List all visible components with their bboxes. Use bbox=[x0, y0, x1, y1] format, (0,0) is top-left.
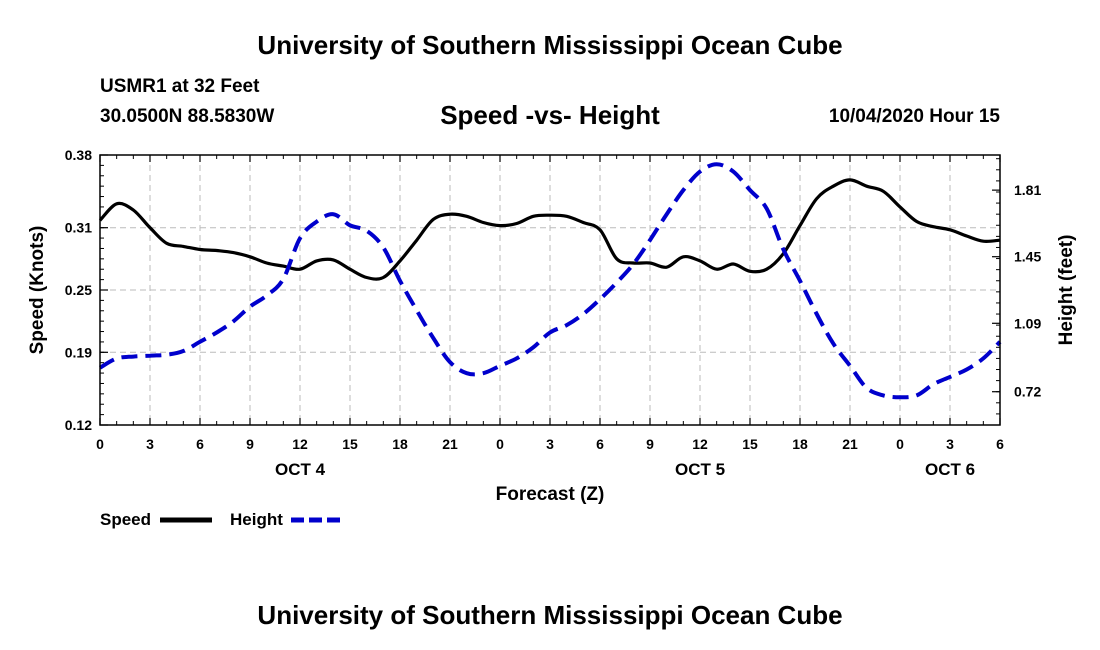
grid-lines bbox=[100, 155, 1000, 425]
x-tick-label: 21 bbox=[442, 436, 458, 452]
x-tick-label: 12 bbox=[292, 436, 308, 452]
x-tick-label: 18 bbox=[792, 436, 808, 452]
x-tick-label: 6 bbox=[596, 436, 604, 452]
x-tick-label: 0 bbox=[496, 436, 504, 452]
legend-label-height: Height bbox=[230, 510, 283, 529]
y-tick-label: 0.38 bbox=[65, 147, 92, 163]
chart-footer-title: University of Southern Mississippi Ocean… bbox=[257, 600, 843, 630]
x-tick-label: 6 bbox=[996, 436, 1004, 452]
y2-tick-label: 1.81 bbox=[1014, 182, 1041, 198]
series-lines bbox=[98, 162, 1002, 400]
station-label: USMR1 at 32 Feet bbox=[100, 76, 260, 97]
x-tick-label: 15 bbox=[742, 436, 758, 452]
legend-label-speed: Speed bbox=[100, 510, 151, 529]
x-tick-label: 6 bbox=[196, 436, 204, 452]
legend: Speed Height bbox=[100, 510, 343, 529]
series-line-height bbox=[98, 162, 1002, 400]
axis-labels: 0 3 6 9 12 15 18 21 0 3 6 9 12 15 18 21 0 3 6 0.12 0.19 0.25 0… bbox=[27, 147, 1077, 505]
y2-tick-label: 1.45 bbox=[1014, 249, 1041, 265]
x-tick-label: 0 bbox=[96, 436, 104, 452]
y-tick-label: 0.12 bbox=[65, 417, 92, 433]
x-tick-label: 3 bbox=[146, 436, 154, 452]
x-tick-label: 3 bbox=[946, 436, 954, 452]
x-tick-label: 21 bbox=[842, 436, 858, 452]
y2-tick-label: 0.72 bbox=[1014, 384, 1041, 400]
x-tick-label: 3 bbox=[546, 436, 554, 452]
x-tick-label: 18 bbox=[392, 436, 408, 452]
x-tick-label: 9 bbox=[646, 436, 654, 452]
x-tick-label: 15 bbox=[342, 436, 358, 452]
axis-ticks bbox=[99, 154, 1001, 426]
x-tick-label: 12 bbox=[692, 436, 708, 452]
y-tick-label: 0.25 bbox=[65, 282, 92, 298]
date-label: OCT 6 bbox=[925, 460, 975, 479]
y-tick-label: 0.19 bbox=[65, 344, 92, 360]
y2-axis-title: Height (feet) bbox=[1056, 235, 1077, 346]
chart-header-title: University of Southern Mississippi Ocean… bbox=[257, 30, 843, 60]
y-tick-label: 0.31 bbox=[65, 220, 92, 236]
coordinates-label: 30.0500N 88.5830W bbox=[100, 106, 275, 127]
chart-subtitle: Speed -vs- Height bbox=[440, 100, 660, 130]
date-label: OCT 5 bbox=[675, 460, 725, 479]
x-tick-label: 0 bbox=[896, 436, 904, 452]
x-tick-label: 9 bbox=[246, 436, 254, 452]
date-label: OCT 4 bbox=[275, 460, 326, 479]
x-axis-title: Forecast (Z) bbox=[496, 484, 605, 505]
y2-tick-label: 1.09 bbox=[1014, 315, 1041, 331]
forecast-datetime: 10/04/2020 Hour 15 bbox=[828, 106, 1000, 127]
series-line-speed bbox=[98, 178, 1001, 281]
y-axis-title: Speed (Knots) bbox=[27, 226, 48, 355]
